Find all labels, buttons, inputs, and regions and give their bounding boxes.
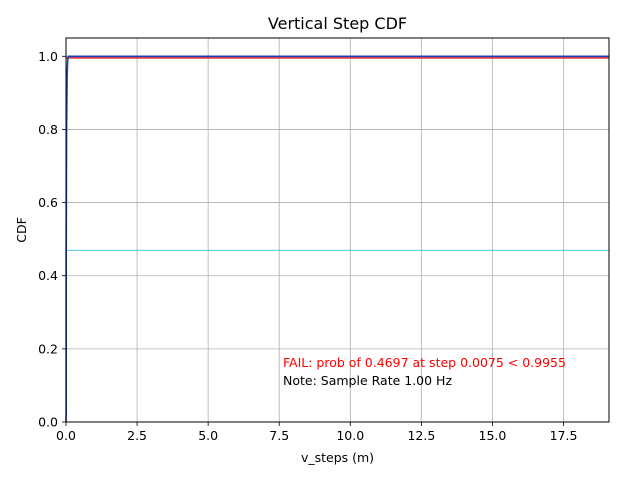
chart-title: Vertical Step CDF (268, 14, 407, 33)
y-axis-label: CDF (14, 217, 29, 243)
y-tick-label: 0.4 (38, 268, 58, 283)
x-tick-label: 10.0 (336, 428, 364, 443)
y-tick-label: 0.6 (38, 195, 58, 210)
y-tick-label: 0.0 (38, 415, 58, 430)
y-tick-label: 1.0 (38, 49, 58, 64)
x-tick-label: 15.0 (479, 428, 507, 443)
y-tick-label: 0.2 (38, 341, 58, 356)
fail-annotation: FAIL: prob of 0.4697 at step 0.0075 < 0.… (283, 355, 566, 370)
x-axis-ticks: 0.0 2.5 5.0 7.5 10.0 12.5 15.0 17.5 (56, 422, 577, 443)
x-tick-label: 2.5 (127, 428, 147, 443)
y-tick-label: 0.8 (38, 122, 58, 137)
note-annotation: Note: Sample Rate 1.00 Hz (283, 373, 452, 388)
x-tick-label: 0.0 (56, 428, 76, 443)
x-axis-label: v_steps (m) (301, 450, 374, 465)
x-tick-label: 12.5 (407, 428, 435, 443)
x-tick-label: 7.5 (269, 428, 289, 443)
y-axis-ticks: 0.0 0.2 0.4 0.6 0.8 1.0 (38, 49, 66, 430)
x-tick-label: 17.5 (550, 428, 578, 443)
x-tick-label: 5.0 (198, 428, 218, 443)
plot-frame (65, 37, 610, 423)
reference-lines (66, 57, 609, 251)
